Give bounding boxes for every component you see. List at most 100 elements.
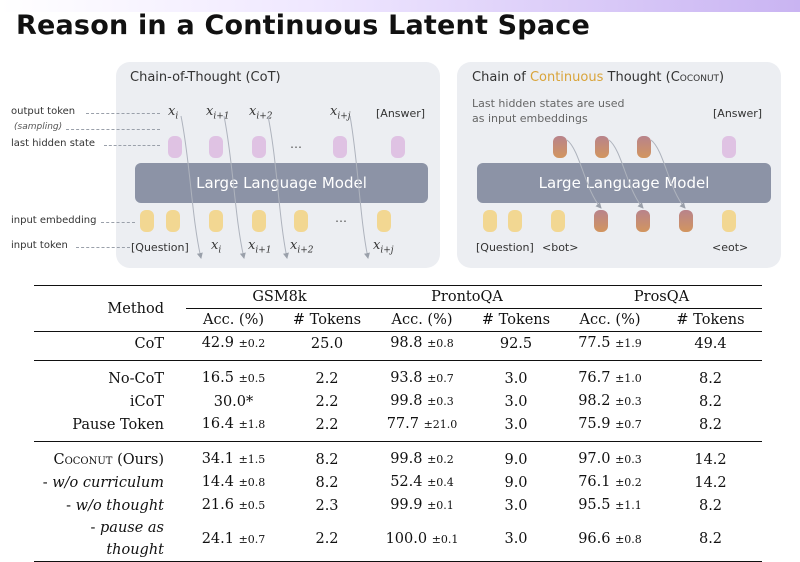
- cot-ellipsis-top: …: [290, 137, 302, 151]
- value-cell: 14.4 ±0.8: [201, 474, 266, 490]
- cot-input-embedding-6: [377, 210, 391, 232]
- coconut-hidden-state-1: [553, 136, 567, 158]
- table-body: CoT 42.9 ±0.2 25.0 98.8 ±0.8 92.5 77.5 ±1.9 49…: [34, 331, 762, 562]
- coconut-input-embedding-6: [679, 210, 693, 232]
- cot-input-embedding-1: [140, 210, 154, 232]
- value-cell: 8.2: [659, 517, 762, 562]
- slide-title: Reason in a Continuous Latent Space: [16, 10, 590, 41]
- table-row: - pause as thought 24.1 ±0.7 2.2 100.0 ±0.1…: [34, 517, 762, 562]
- value-cell: 34.1 ±1.5: [201, 451, 266, 467]
- value-cell: 3.0: [504, 393, 528, 410]
- coconut-answer-token: [Answer]: [713, 107, 763, 120]
- label-last-hidden-state: last hidden state: [11, 138, 96, 149]
- leader-sampling: [66, 129, 160, 130]
- method-cell: CoT: [34, 331, 186, 361]
- cot-question-token: [Question]: [131, 241, 189, 254]
- value-cell: 2.3: [315, 497, 339, 514]
- value-cell: 24.1 ±0.7: [186, 517, 281, 562]
- label-input-token: input token: [11, 240, 68, 251]
- header-dataset-gsm8k: GSM8k: [186, 285, 373, 309]
- coconut-hidden-state-3: [637, 136, 651, 158]
- value-cell: 98.2 ±0.3: [578, 393, 642, 409]
- input-x-i: xi: [211, 238, 222, 256]
- output-x-i2: xi+2: [249, 104, 273, 122]
- coconut-input-embedding-4: [594, 210, 608, 232]
- coconut-note-line-1: Last hidden states are used: [472, 97, 625, 110]
- value-cell: 14.2: [694, 451, 727, 468]
- label-output-token: output token: [11, 106, 76, 117]
- value-cell: 2.2: [315, 393, 339, 410]
- subheader-acc: Acc. (%): [202, 312, 265, 328]
- value-cell: 16.5 ±0.5: [201, 370, 266, 386]
- subheader-tokens: # Tokens: [676, 312, 745, 328]
- coconut-input-embedding-3: [551, 210, 565, 232]
- table-row: iCoT 30.0* 2.2 99.8 ±0.3 3.0 98.2 ±0.3 8.2: [34, 390, 762, 413]
- leader-input-token: [76, 247, 130, 248]
- header-dataset-prosqa: ProsQA: [561, 285, 762, 309]
- cot-input-embedding-2: [166, 210, 180, 232]
- value-cell: 3.0: [504, 497, 528, 514]
- value-cell: 8.2: [698, 497, 723, 514]
- cot-hidden-state-2: [209, 136, 223, 158]
- value-cell: 9.0: [504, 474, 528, 491]
- coconut-bot-token: <bot>: [542, 241, 579, 254]
- method-cell: No-CoT: [108, 370, 164, 387]
- cot-hidden-state-3: [252, 136, 266, 158]
- leader-input-embedding: [101, 222, 135, 223]
- value-cell: 42.9 ±0.2: [186, 331, 281, 361]
- coconut-note-line-2: as input embeddings: [472, 112, 588, 125]
- coconut-input-embedding-2: [508, 210, 522, 232]
- cot-ellipsis-bottom: …: [335, 211, 347, 225]
- cot-input-embedding-5: [294, 210, 308, 232]
- value-cell: 2.2: [315, 370, 339, 387]
- cot-llm-block: Large Language Model: [135, 163, 428, 203]
- header-method: Method: [34, 285, 186, 332]
- value-cell: 75.9 ±0.7: [561, 413, 659, 442]
- input-x-i2: xi+2: [290, 238, 314, 256]
- method-cell: Pause Token: [34, 413, 186, 442]
- coconut-hidden-state-answer: [722, 136, 736, 158]
- value-cell: 2.2: [281, 413, 373, 442]
- value-cell: 96.6 ±0.8: [561, 517, 659, 562]
- input-x-ij: xi+j: [373, 238, 394, 256]
- value-cell: 21.6 ±0.5: [201, 497, 266, 513]
- value-cell: 100.0 ±0.1: [373, 517, 471, 562]
- subheader-tokens: # Tokens: [481, 312, 551, 328]
- value-cell: 9.0: [504, 451, 528, 468]
- value-cell: 16.4 ±1.8: [186, 413, 281, 442]
- value-cell: 99.8 ±0.3: [390, 393, 454, 409]
- results-table: Method GSM8k ProntoQA ProsQA Acc. (%) # …: [34, 285, 762, 562]
- value-cell: 49.4: [659, 331, 762, 361]
- value-cell: 8.2: [315, 451, 339, 468]
- value-cell: 8.2: [315, 474, 339, 491]
- cot-answer-token: [Answer]: [376, 107, 426, 120]
- cot-input-embedding-4: [252, 210, 266, 232]
- value-cell: 77.7 ±21.0: [373, 413, 471, 442]
- leader-output-token: [86, 113, 160, 114]
- value-cell: 14.2: [694, 474, 727, 491]
- cot-hidden-state-1: [168, 136, 182, 158]
- leader-last-hidden-state: [104, 145, 160, 146]
- method-cell: - w/o curriculum: [42, 474, 164, 491]
- coconut-input-embedding-7: [722, 210, 736, 232]
- value-cell: 2.2: [281, 517, 373, 562]
- value-cell: 93.8 ±0.7: [390, 370, 454, 386]
- cot-hidden-state-5: [391, 136, 405, 158]
- table-row: CoT 42.9 ±0.2 25.0 98.8 ±0.8 92.5 77.5 ±1.9 49…: [34, 331, 762, 361]
- value-cell: 76.7 ±1.0: [578, 370, 642, 386]
- cot-input-embedding-3: [209, 210, 223, 232]
- cot-hidden-state-4: [333, 136, 347, 158]
- method-cell: - pause as thought: [34, 517, 186, 562]
- table-row: Pause Token 16.4 ±1.8 2.2 77.7 ±21.0 3.0 75.9…: [34, 413, 762, 442]
- label-sampling: (sampling): [14, 122, 63, 132]
- coconut-hidden-state-2: [595, 136, 609, 158]
- value-cell: 25.0: [281, 331, 373, 361]
- output-x-i: xi: [168, 104, 179, 122]
- label-input-embedding: input embedding: [11, 215, 97, 226]
- value-cell: 76.1 ±0.2: [578, 474, 642, 490]
- coconut-input-embedding-5: [636, 210, 650, 232]
- coconut-llm-block: Large Language Model: [477, 163, 771, 203]
- table-subheader-row: Acc. (%) # Tokens Acc. (%) # Tokens Acc.…: [34, 309, 762, 332]
- coconut-eot-token: <eot>: [712, 241, 749, 254]
- coconut-input-embedding-1: [483, 210, 497, 232]
